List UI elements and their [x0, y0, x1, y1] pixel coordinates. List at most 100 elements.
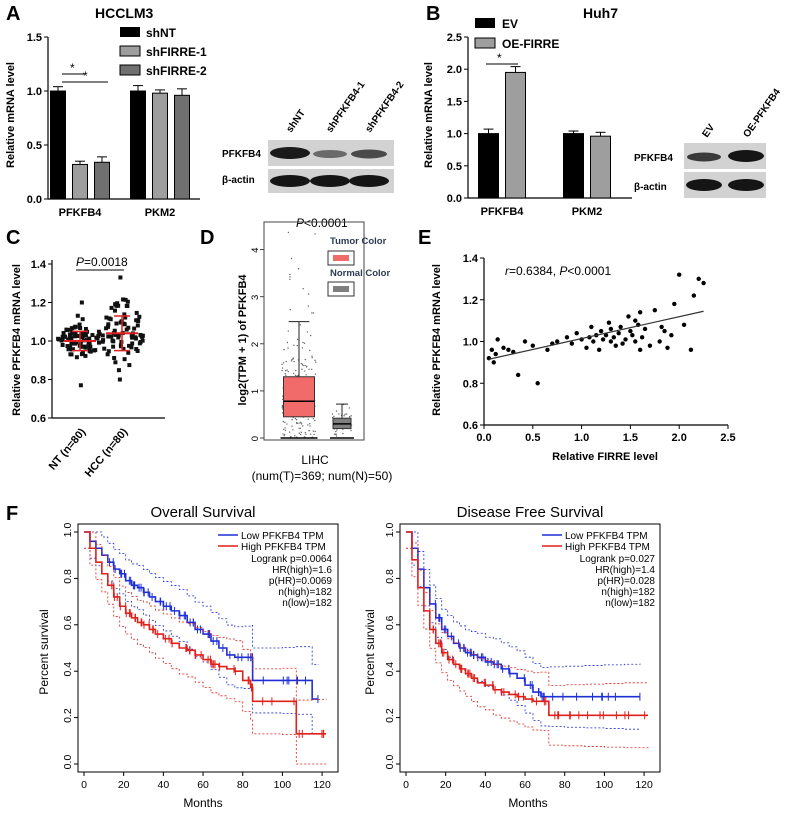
plot-frame — [263, 221, 365, 441]
data-point — [140, 333, 145, 338]
data-point — [60, 334, 65, 339]
survival-curve — [84, 531, 327, 735]
km-overall-stat-1: Logrank p=0.0064 — [251, 554, 332, 565]
jitter-point — [284, 369, 287, 372]
panel-letter-f: F — [6, 503, 18, 525]
data-point — [80, 335, 85, 340]
band-b-3 — [686, 179, 722, 191]
data-point — [67, 332, 72, 337]
jitter-point — [295, 369, 297, 372]
bar — [50, 90, 66, 200]
x-tick-label: 20 — [118, 779, 130, 791]
band-a-5 — [310, 175, 350, 187]
legend-swatch-shnt — [120, 27, 140, 37]
survival-curve — [406, 531, 649, 717]
y-tick-label: 1.0 — [31, 336, 46, 348]
data-point — [613, 343, 618, 348]
data-point — [123, 315, 128, 320]
wb-a-lane-2: shPFKFB4-1 — [324, 79, 367, 134]
legend-normal-color: Normal Color — [330, 268, 390, 279]
y-tick-label: 2 — [250, 342, 261, 347]
data-point — [80, 344, 85, 349]
data-point — [555, 339, 560, 344]
y-tick-label: 0.0 — [384, 755, 396, 770]
data-point — [591, 339, 596, 344]
wb-b-row-pfkfb4: PFKFB4 — [634, 153, 673, 164]
data-point — [491, 360, 496, 365]
y-tick-label: 1.0 — [463, 337, 478, 349]
jitter-point — [342, 432, 344, 435]
y-tick-label: 1.0 — [447, 129, 462, 141]
x-tick-label: 60 — [197, 779, 209, 791]
y-tick-label: 2.5 — [447, 32, 462, 44]
jitter-point — [348, 416, 351, 418]
wb-a-lane-3: shPFKFB4-2 — [363, 79, 406, 134]
confidence-upper — [84, 531, 319, 666]
jitter-point — [333, 415, 335, 418]
y-tick-label: 1.0 — [62, 523, 74, 538]
legend-oe-firre: OE-FIRRE — [502, 37, 559, 51]
data-point — [522, 339, 528, 344]
jitter-point — [289, 276, 291, 278]
data-point — [637, 310, 643, 315]
data-point — [608, 339, 614, 344]
legend-tumor-color: Tumor Color — [330, 236, 387, 247]
legend-shnt: shNT — [146, 26, 177, 40]
jitter-point — [296, 344, 299, 347]
x-tick-label: 0 — [81, 779, 87, 791]
data-point — [74, 355, 79, 360]
plot-frame — [77, 523, 339, 773]
legend-ev: EV — [502, 17, 518, 31]
data-point — [76, 334, 81, 339]
data-point — [111, 344, 116, 349]
jitter-point — [282, 433, 284, 435]
panel-d-boxes — [280, 231, 354, 439]
jitter-point — [315, 361, 317, 363]
jitter-point — [286, 369, 288, 371]
legend-swatch-shfirre-2 — [119, 64, 141, 76]
km-dfs-stat-2: HR(high)=1.4 — [595, 565, 655, 576]
jitter-point — [305, 433, 307, 436]
jitter-point — [281, 405, 284, 408]
data-point — [137, 314, 142, 319]
data-point — [73, 341, 78, 346]
data-point — [659, 324, 664, 330]
y-tick-label: 1.5 — [447, 96, 462, 108]
bar — [72, 163, 88, 200]
jitter-point — [288, 431, 291, 433]
jitter-point — [311, 312, 313, 314]
jitter-point — [335, 410, 338, 412]
data-point — [677, 272, 682, 277]
jitter-point — [299, 422, 301, 424]
data-point — [628, 328, 633, 334]
km-overall-ylabel: Percent survival — [37, 609, 51, 694]
jitter-point — [284, 427, 286, 429]
wb-b-row-actin: β-actin — [634, 182, 667, 193]
data-point — [584, 345, 589, 350]
data-point — [61, 331, 66, 336]
data-point — [696, 276, 701, 282]
jitter-point — [307, 305, 310, 307]
data-point — [78, 326, 83, 331]
jitter-point — [338, 413, 340, 415]
jitter-point — [293, 360, 295, 363]
data-point — [688, 347, 694, 353]
jitter-point — [287, 231, 290, 234]
panel-c-points — [56, 275, 145, 388]
legend-swatch-oe-firre — [474, 37, 496, 49]
data-point — [681, 322, 687, 327]
data-point — [90, 333, 95, 338]
x-tick-label: 0.0 — [476, 432, 491, 444]
data-point — [68, 327, 73, 332]
jitter-point — [294, 374, 297, 377]
panel-e-axes: 0.6 0.8 1.0 1.2 1.4 0.0 0.5 1.0 1.5 2.0 2.5 — [463, 253, 736, 444]
data-point — [623, 337, 628, 342]
x-tick-label: 0.5 — [525, 432, 540, 444]
jitter-point — [336, 429, 338, 431]
jitter-point — [331, 413, 334, 415]
data-point — [105, 324, 110, 329]
legend-swatch-ev — [475, 18, 495, 28]
y-tick-label: 0.8 — [463, 378, 478, 390]
km-dfs-axes: 0.0 0.2 0.4 0.6 0.8 1.0 0 20 40 60 80 100 120 — [384, 523, 661, 791]
panel-c-ylabel: Relative PFKFB4 mRNA level — [11, 264, 23, 416]
